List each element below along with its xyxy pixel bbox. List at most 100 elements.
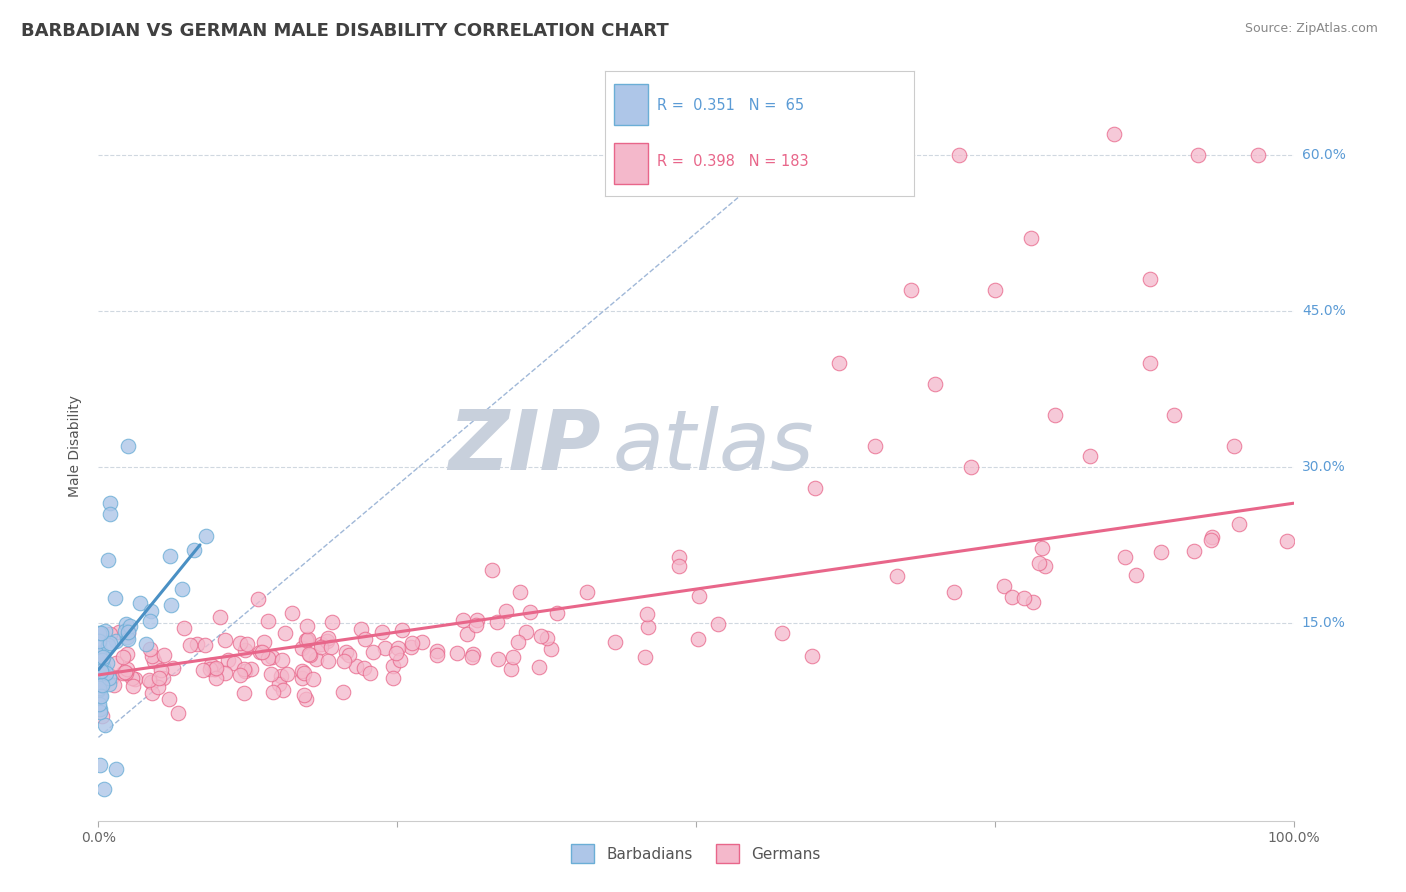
Point — [249, 644, 271, 658]
Text: atlas: atlas — [613, 406, 814, 486]
Point — [98, 496, 122, 510]
Text: R =  0.398   N = 183: R = 0.398 N = 183 — [657, 153, 808, 169]
Point — [993, 579, 1015, 593]
Point — [262, 650, 284, 665]
Point — [205, 661, 228, 675]
Point — [135, 637, 157, 651]
Point — [460, 649, 482, 664]
Point — [399, 640, 422, 655]
Point — [800, 648, 823, 663]
Point — [162, 660, 184, 674]
Point — [948, 147, 970, 161]
Point — [486, 615, 509, 630]
Point — [91, 672, 114, 686]
Point — [298, 648, 321, 662]
Point — [87, 681, 110, 695]
Point — [87, 657, 110, 672]
Point — [149, 663, 172, 677]
Point — [274, 626, 297, 640]
Point — [1223, 439, 1246, 453]
Text: ZIP: ZIP — [447, 406, 600, 486]
Point — [233, 642, 256, 657]
Point — [217, 652, 239, 666]
Point — [1139, 272, 1161, 286]
Point — [1150, 545, 1173, 559]
Point — [401, 635, 423, 649]
Point — [104, 591, 127, 605]
Point — [89, 664, 111, 678]
Point — [114, 665, 136, 679]
Point — [634, 649, 657, 664]
Point — [426, 644, 449, 658]
Point — [361, 645, 384, 659]
Text: 60.0%: 60.0% — [1302, 147, 1346, 161]
Point — [87, 637, 110, 651]
Point — [91, 649, 114, 664]
Text: 30.0%: 30.0% — [1302, 459, 1346, 474]
Point — [166, 706, 188, 720]
Point — [1104, 127, 1126, 141]
Point — [117, 439, 139, 453]
Text: Source: ZipAtlas.com: Source: ZipAtlas.com — [1244, 22, 1378, 36]
Point — [90, 664, 112, 678]
Point — [114, 666, 136, 681]
Point — [98, 677, 121, 691]
Point — [1019, 231, 1042, 245]
Point — [105, 762, 128, 776]
Point — [316, 654, 339, 668]
Point — [411, 634, 433, 648]
Point — [114, 616, 136, 631]
Point — [576, 585, 599, 599]
Point — [499, 662, 522, 676]
Point — [292, 688, 315, 702]
Point — [89, 688, 111, 702]
Point — [298, 647, 321, 661]
Point — [202, 662, 225, 676]
Point — [122, 679, 145, 693]
Point — [465, 613, 488, 627]
Point — [141, 686, 163, 700]
Point — [294, 692, 316, 706]
Point — [332, 685, 354, 699]
Point — [1001, 591, 1024, 605]
Point — [828, 356, 851, 370]
Point — [233, 665, 256, 679]
Point — [117, 624, 139, 639]
Point — [311, 640, 333, 654]
Point — [924, 376, 946, 391]
Point — [1043, 408, 1066, 422]
Point — [159, 598, 181, 612]
Bar — [614, 143, 648, 184]
Point — [426, 648, 449, 662]
Point — [90, 626, 112, 640]
Point — [90, 690, 112, 704]
Point — [87, 675, 110, 690]
Point — [89, 690, 111, 704]
Point — [89, 633, 111, 648]
Point — [91, 664, 114, 678]
Point — [350, 622, 373, 636]
Point — [495, 604, 517, 618]
Point — [291, 671, 314, 685]
Text: 45.0%: 45.0% — [1302, 303, 1346, 318]
Text: BARBADIAN VS GERMAN MALE DISABILITY CORRELATION CHART: BARBADIAN VS GERMAN MALE DISABILITY CORR… — [21, 22, 669, 40]
Point — [267, 676, 290, 690]
Point — [246, 592, 269, 607]
Point — [139, 614, 162, 628]
Point — [1022, 595, 1045, 609]
Point — [94, 624, 117, 638]
Point — [253, 635, 276, 649]
Point — [236, 636, 259, 650]
Point — [1031, 541, 1053, 555]
Point — [1247, 147, 1270, 161]
Point — [256, 614, 278, 628]
Point — [205, 671, 228, 685]
Point — [153, 648, 176, 662]
Point — [173, 621, 195, 635]
Point — [456, 626, 478, 640]
Point — [250, 645, 273, 659]
Point — [87, 674, 110, 689]
Point — [186, 636, 208, 650]
Point — [93, 782, 115, 797]
Point — [204, 662, 226, 676]
